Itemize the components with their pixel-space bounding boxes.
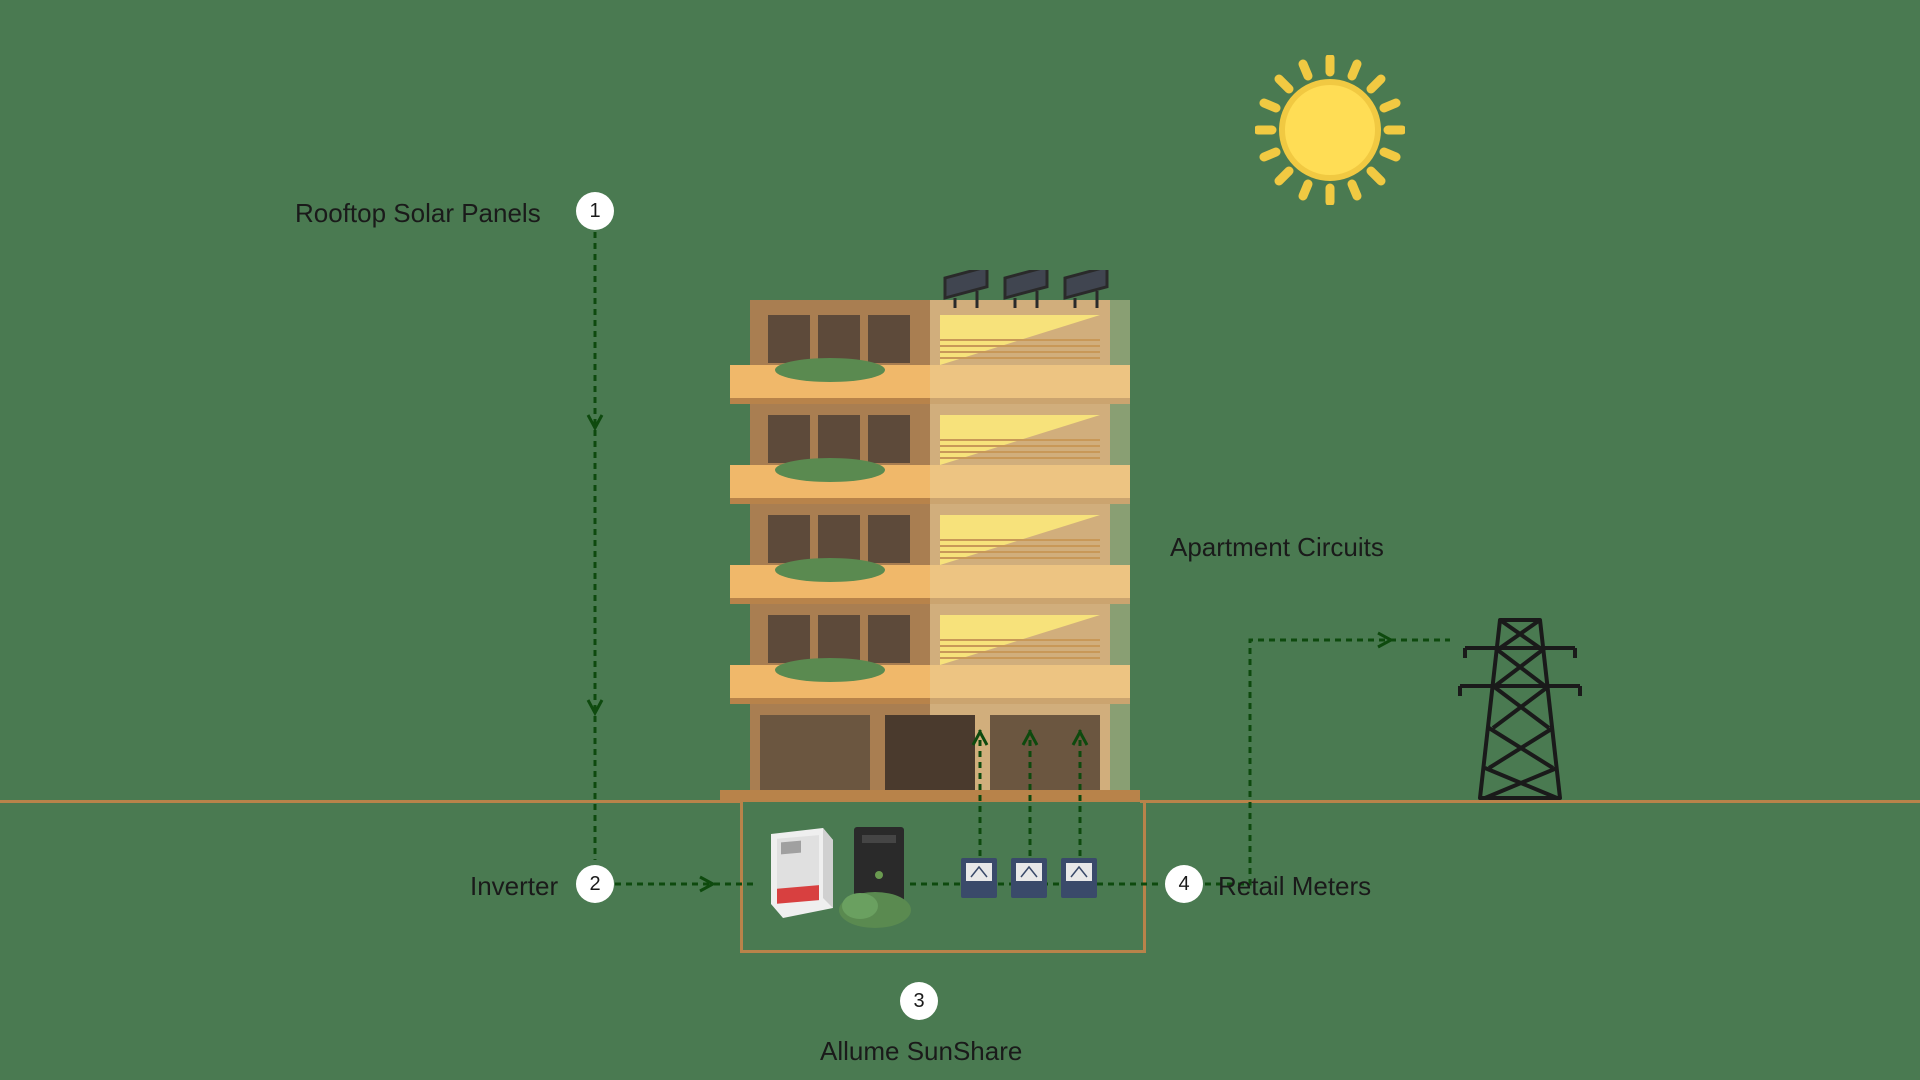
step-4-badge: 4: [1165, 865, 1203, 903]
meter-icon-2: [1008, 855, 1050, 905]
label-sunshare: Allume SunShare: [820, 1036, 1022, 1067]
step-1-badge: 1: [576, 192, 614, 230]
step-2-badge: 2: [576, 865, 614, 903]
label-rooftop-solar: Rooftop Solar Panels: [295, 198, 541, 229]
label-inverter: Inverter: [470, 871, 558, 902]
step-3-badge: 3: [900, 982, 938, 1020]
diagram-canvas: Rooftop Solar Panels Inverter Allume Sun…: [0, 0, 1920, 1080]
meter-icon-3: [1058, 855, 1100, 905]
label-apartment-circuits: Apartment Circuits: [1170, 532, 1384, 563]
inverter-icon: [763, 828, 841, 923]
shrub-icon: [835, 890, 915, 930]
meter-icon-1: [958, 855, 1000, 905]
flow-lines: [0, 0, 1920, 1080]
label-retail-meters: Retail Meters: [1218, 871, 1371, 902]
power-pylon-icon: [1445, 608, 1595, 803]
